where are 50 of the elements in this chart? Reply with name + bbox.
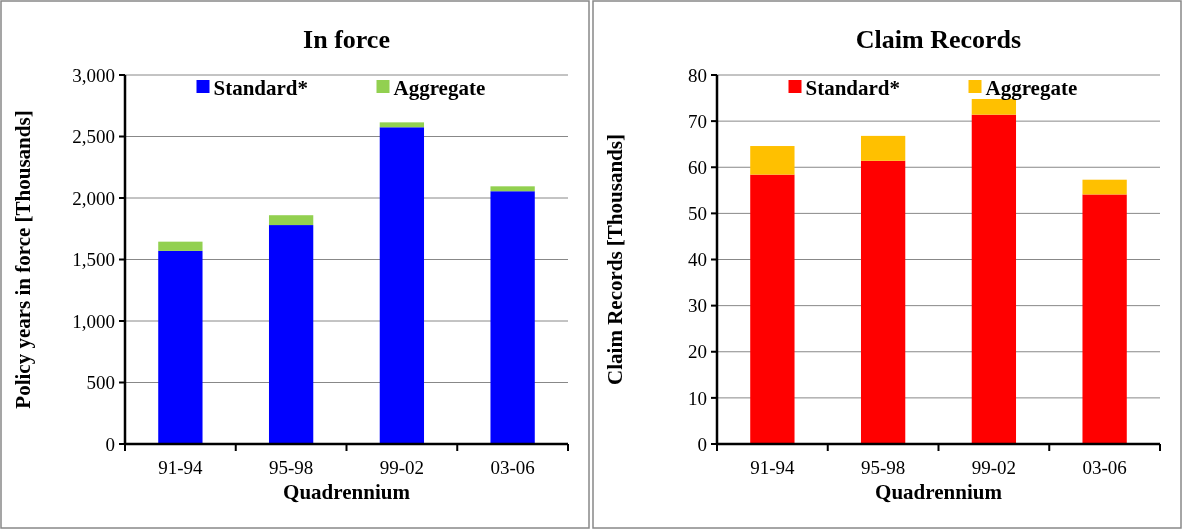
bar (750, 146, 795, 175)
y-tick-label: 500 (86, 372, 115, 394)
x-axis-title: Quadrennium (875, 480, 1003, 504)
x-tick-label: 03-06 (1082, 457, 1127, 478)
legend-label: Aggregate (393, 76, 486, 101)
legend-label: Standard* (805, 76, 901, 101)
bar (158, 250, 203, 444)
x-axis-title: Quadrennium (283, 480, 411, 504)
x-tick-label: 03-06 (490, 457, 535, 478)
y-tick-label: 2,000 (72, 187, 115, 209)
y-axis-title: Policy years in force [Thousands] (11, 110, 35, 409)
y-tick-label: 70 (688, 110, 707, 132)
y-tick-label: 10 (688, 387, 707, 409)
y-tick-label: 1,000 (72, 310, 115, 332)
bar (268, 215, 314, 226)
bar (860, 160, 906, 444)
x-tick-label: 95-98 (860, 457, 906, 478)
legend-label: Standard* (213, 76, 309, 101)
y-tick-label: 0 (697, 433, 707, 455)
bar (1082, 179, 1127, 195)
x-tick-label: 95-98 (268, 457, 314, 478)
x-tick-label: 99-02 (971, 457, 1017, 478)
bar (490, 191, 535, 444)
y-tick-label: 50 (688, 203, 707, 225)
y-tick-label: 30 (688, 295, 707, 317)
bar (860, 135, 906, 161)
chart-title: Claim Records (855, 25, 1022, 54)
y-tick-label: 0 (105, 433, 115, 455)
y-tick-label: 3,000 (72, 64, 115, 86)
bar (379, 122, 425, 128)
bar (971, 114, 1017, 444)
x-tick-label: 99-02 (379, 457, 425, 478)
x-tick-label: 91-94 (158, 457, 204, 478)
y-tick-label: 2,500 (72, 126, 115, 148)
y-tick-label: 40 (688, 249, 707, 271)
y-axis-title: Claim Records [Thousands] (603, 134, 627, 385)
y-tick-label: 60 (688, 156, 707, 178)
bar (490, 186, 535, 192)
y-tick-label: 20 (688, 341, 707, 363)
bar (750, 174, 795, 444)
y-tick-label: 80 (688, 64, 707, 86)
bar (268, 225, 314, 444)
bar (158, 241, 203, 251)
legend-label: Aggregate (985, 76, 1078, 101)
y-tick-label: 1,500 (72, 249, 115, 271)
x-tick-label: 91-94 (750, 457, 796, 478)
bar (379, 127, 425, 444)
chart-title: In force (303, 25, 390, 54)
bar (1082, 194, 1127, 444)
bar (971, 98, 1017, 115)
